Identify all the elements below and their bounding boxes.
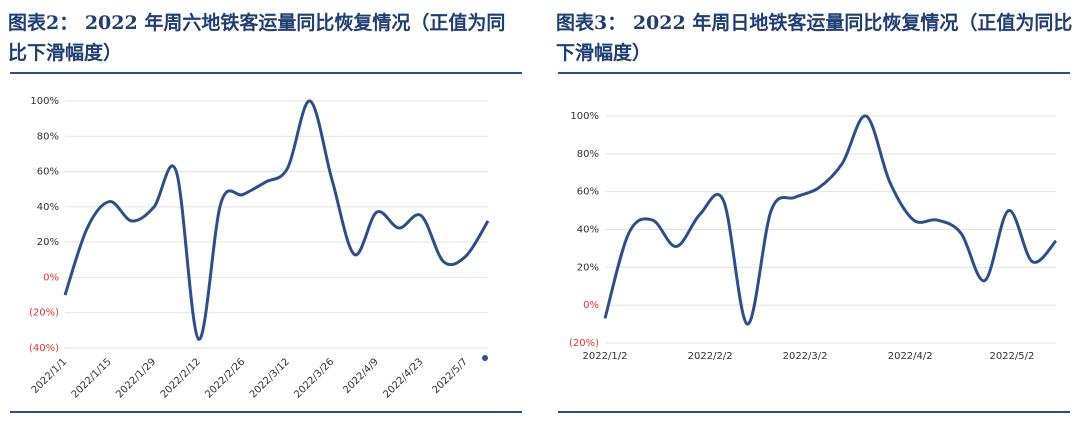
x-tick-label: 2022/1/15 bbox=[70, 356, 114, 400]
chart-title: 图表3： 2022 年周日地铁客运量同比恢复情况（正值为同比下滑幅度） bbox=[556, 12, 1073, 64]
x-tick-label: 2022/1/1 bbox=[30, 356, 70, 396]
x-tick-label: 2022/1/29 bbox=[114, 356, 158, 400]
x-tick-label: 2022/3/12 bbox=[248, 356, 292, 400]
data-line bbox=[603, 114, 1058, 326]
y-tick-label: 80% bbox=[37, 131, 59, 142]
x-tick-label: 2022/5/2 bbox=[989, 351, 1034, 362]
x-tick-label: 2022/2/12 bbox=[159, 356, 203, 400]
chart-title: 图表2： 2022 年周六地铁客运量同比恢复情况（正值为同比下滑幅度） bbox=[8, 12, 506, 64]
x-tick-label: 2022/1/2 bbox=[583, 351, 628, 362]
y-tick-label: 0% bbox=[583, 300, 599, 311]
x-tick-label: 2022/2/2 bbox=[688, 351, 733, 362]
y-tick-label: 20% bbox=[37, 237, 59, 248]
legend-marker bbox=[482, 355, 488, 361]
y-tick-label: 100% bbox=[570, 111, 599, 122]
y-tick-label: 60% bbox=[37, 167, 59, 178]
x-tick-label: 2022/5/7 bbox=[430, 356, 470, 396]
y-tick-label: 40% bbox=[37, 202, 59, 213]
x-tick-label: 2022/2/26 bbox=[203, 356, 247, 400]
y-tick-label: (20%) bbox=[29, 308, 59, 319]
x-tick-label: 2022/4/2 bbox=[888, 351, 933, 362]
x-tick-label: 2022/3/2 bbox=[783, 351, 828, 362]
y-tick-label: 100% bbox=[30, 96, 59, 107]
y-tick-label: 80% bbox=[577, 149, 599, 160]
y-tick-label: 40% bbox=[577, 225, 599, 236]
y-tick-label: 0% bbox=[43, 272, 59, 283]
x-tick-label: 2022/4/9 bbox=[341, 356, 381, 396]
data-line bbox=[63, 99, 490, 341]
y-tick-label: (40%) bbox=[29, 343, 59, 354]
y-tick-label: 20% bbox=[577, 262, 599, 273]
y-tick-label: (20%) bbox=[569, 338, 599, 349]
y-tick-label: 60% bbox=[577, 187, 599, 198]
x-tick-label: 2022/4/23 bbox=[381, 356, 425, 400]
x-tick-label: 2022/3/26 bbox=[292, 356, 336, 400]
